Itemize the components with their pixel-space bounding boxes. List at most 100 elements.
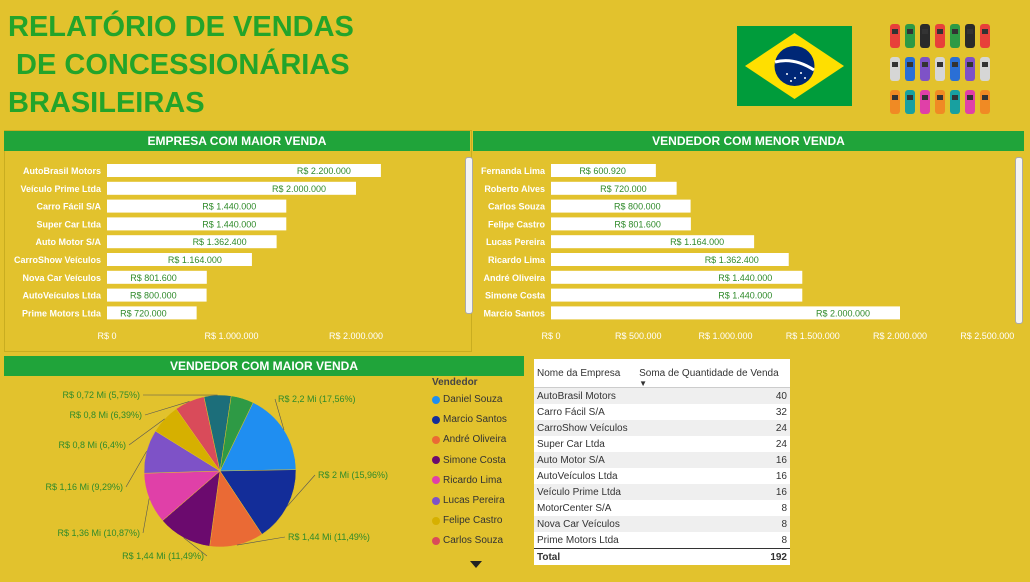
car-icon	[890, 24, 900, 48]
category-label: Roberto Alves	[484, 184, 545, 194]
seller-max-pie-chart: R$ 2,2 Mi (17,56%) R$ 2 Mi (15,96%) R$ 1,4…	[45, 390, 388, 561]
bar-value-label: R$ 1.440.000	[718, 291, 772, 301]
bar[interactable]	[107, 270, 207, 284]
table-row[interactable]: Nova Car Veículos 8	[534, 516, 790, 532]
category-label: André Oliveira	[483, 273, 546, 283]
table-row[interactable]: AutoBrasil Motors 40	[534, 387, 790, 404]
car-window-icon	[907, 62, 913, 67]
company-chart-title: EMPRESA COM MAIOR VENDA	[4, 131, 470, 151]
pie-slice[interactable]	[219, 469, 297, 535]
legend-item[interactable]: Lucas Pereira	[432, 495, 505, 506]
bar[interactable]	[551, 235, 755, 249]
bar-value-label: R$ 720.000	[120, 308, 167, 318]
bar[interactable]	[107, 181, 356, 195]
car-icon	[935, 57, 945, 81]
pie-slice[interactable]	[219, 395, 254, 472]
category-label: Carro Fácil S/A	[36, 202, 101, 212]
legend-dot-icon	[432, 435, 440, 444]
table-cell-company: Carro Fácil S/A	[537, 406, 605, 418]
bar-value-label: R$ 801.600	[130, 273, 177, 283]
car-icon	[920, 24, 930, 48]
bar[interactable]	[551, 181, 677, 195]
car-icon	[935, 24, 945, 48]
table-row[interactable]: Veículo Prime Ltda 16	[534, 484, 790, 500]
car-window-icon	[892, 29, 898, 34]
car-window-icon	[892, 62, 898, 67]
pie-slice-label: R$ 1,36 Mi (10,87%)	[57, 528, 140, 538]
report-title-line: RELATÓRIO DE VENDAS	[8, 11, 354, 43]
company-chart-scrollbar[interactable]	[465, 157, 473, 314]
car-icon	[950, 90, 960, 114]
table-row[interactable]: Carro Fácil S/A 32	[534, 404, 790, 420]
pie-leader-line	[274, 398, 285, 431]
bar[interactable]	[107, 217, 287, 231]
bar[interactable]	[107, 288, 207, 302]
category-label: Felipe Castro	[488, 219, 546, 229]
car-window-icon	[982, 95, 988, 100]
legend-item[interactable]: Marcio Santos	[432, 414, 507, 425]
brazil-flag-icon	[737, 26, 852, 106]
pie-legend-title: Vendedor	[432, 377, 478, 388]
bar[interactable]	[107, 164, 381, 177]
table-cell-company: Auto Motor S/A	[534, 452, 637, 468]
legend-item[interactable]: Carlos Souza	[432, 535, 503, 546]
bar[interactable]	[107, 306, 197, 320]
car-icon	[980, 90, 990, 114]
table-row[interactable]: Prime Motors Ltda 8	[534, 532, 790, 549]
x-tick-label: R$ 2.000.000	[873, 331, 927, 341]
bar-value-label: R$ 2.200.000	[297, 166, 351, 176]
car-window-icon	[922, 29, 928, 34]
bar[interactable]	[551, 164, 656, 177]
bar[interactable]	[551, 306, 900, 320]
table-cell-quantity: 8	[636, 516, 790, 532]
legend-item[interactable]: Simone Costa	[432, 455, 506, 466]
report-title-line: DE CONCESSIONÁRIAS	[8, 49, 350, 81]
car-window-icon	[952, 62, 958, 67]
car-window-icon	[907, 29, 913, 34]
legend-item[interactable]: Felipe Castro	[432, 515, 502, 526]
table-row[interactable]: AutoVeículos Ltda 16	[534, 468, 790, 484]
bar[interactable]	[107, 253, 252, 266]
cars-top-view-icon	[890, 24, 990, 114]
legend-scroll-down-icon[interactable]	[470, 561, 482, 569]
car-window-icon	[922, 95, 928, 100]
legend-label: André Oliveira	[443, 434, 507, 446]
legend-dot-icon	[432, 395, 440, 404]
car-window-icon	[892, 95, 898, 100]
legend-item[interactable]: Ricardo Lima	[432, 475, 502, 486]
table-row[interactable]: CarroShow Veículos 24	[534, 420, 790, 436]
bar[interactable]	[551, 253, 789, 266]
table-header-company[interactable]: Nome da Empresa	[534, 359, 637, 388]
table-header-quantity[interactable]: Soma de Quantidade de Venda ▼	[636, 359, 790, 388]
table-row[interactable]: Auto Motor S/A 16	[534, 452, 790, 468]
table-cell-company: AutoVeículos Ltda	[537, 470, 618, 482]
category-label: CarroShow Veículos	[14, 255, 101, 265]
table-cell-quantity: 16	[636, 484, 790, 500]
car-icon	[890, 90, 900, 114]
bar-value-label: R$ 1.440.000	[718, 273, 772, 283]
bar[interactable]	[551, 288, 803, 302]
bar[interactable]	[551, 270, 803, 284]
pie-leader-line	[287, 474, 316, 507]
legend-label: Felipe Castro	[443, 515, 503, 527]
table-row[interactable]: Super Car Ltda 24	[534, 436, 790, 452]
category-label: Veículo Prime Ltda	[20, 184, 102, 194]
bar-value-label: R$ 1.440.000	[202, 202, 256, 212]
table-cell-company: Veículo Prime Ltda	[534, 484, 637, 500]
category-label: Fernanda Lima	[481, 166, 546, 176]
legend-item[interactable]: André Oliveira	[432, 434, 506, 445]
car-icon	[890, 57, 900, 81]
bar[interactable]	[551, 217, 691, 231]
table-row[interactable]: MotorCenter S/A 8	[534, 500, 790, 516]
sort-descending-icon[interactable]: ▼	[639, 379, 648, 388]
bar[interactable]	[551, 199, 691, 213]
seller-max-chart-title: VENDEDOR COM MAIOR VENDA	[4, 356, 524, 376]
bar[interactable]	[107, 199, 287, 213]
bar-value-label: R$ 600.920	[579, 166, 626, 176]
category-label: Lucas Pereira	[486, 237, 546, 247]
bar[interactable]	[107, 235, 277, 249]
seller-chart-scrollbar[interactable]	[1015, 157, 1023, 324]
category-label: AutoBrasil Motors	[23, 166, 101, 176]
table-cell-quantity: 16	[636, 452, 790, 468]
legend-item[interactable]: Daniel Souza	[432, 394, 502, 405]
